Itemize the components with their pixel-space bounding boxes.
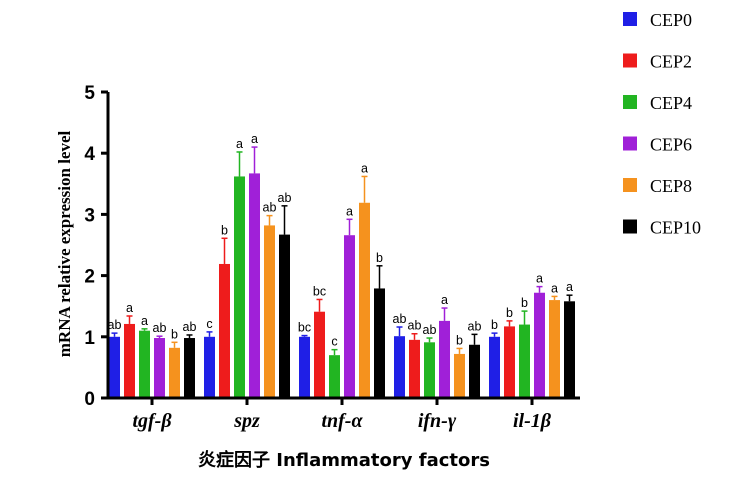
bar: [249, 173, 260, 398]
bar: [469, 344, 480, 398]
significance-label: ab: [263, 201, 277, 215]
significance-label: a: [566, 280, 573, 294]
legend-swatch: [623, 12, 637, 26]
y-tick-label: 2: [84, 267, 95, 288]
significance-label: b: [221, 223, 228, 237]
significance-label: c: [331, 335, 337, 349]
y-tick-label: 3: [84, 205, 95, 226]
legend-swatch: [623, 219, 637, 234]
legend-label: CEP8: [650, 176, 692, 196]
y-tick-label: 4: [84, 144, 95, 165]
significance-label: b: [171, 327, 178, 341]
bar: [344, 235, 355, 398]
significance-label: ab: [423, 323, 437, 337]
bar: [184, 338, 195, 398]
y-tick-label: 5: [84, 83, 95, 104]
y-axis-ticks: 0 1 2 3 4 5: [84, 83, 108, 410]
bar: [234, 176, 245, 398]
bar: [534, 292, 545, 398]
legend-label: CEP0: [650, 10, 692, 30]
significance-label: b: [521, 296, 528, 310]
significance-label: ab: [468, 319, 482, 333]
bar: [279, 234, 290, 398]
significance-label: bc: [313, 284, 326, 298]
bar: [549, 300, 560, 398]
bar: [374, 288, 385, 398]
legend-label: CEP10: [650, 218, 701, 238]
bar: [299, 336, 310, 398]
bar: [439, 320, 450, 398]
legend-label: CEP2: [650, 52, 692, 72]
significance-label: a: [441, 293, 448, 307]
bar: [564, 301, 575, 398]
significance-label: ab: [408, 319, 422, 333]
bar: [204, 336, 215, 398]
significance-label: ab: [278, 191, 292, 205]
bar: [409, 339, 420, 398]
significance-label: a: [236, 137, 243, 151]
bar: [424, 342, 435, 398]
x-tick-label: tnf-α: [321, 410, 363, 432]
significance-label: a: [346, 204, 353, 218]
bar: [264, 225, 275, 398]
x-tick-label: il-1β: [513, 410, 552, 432]
y-tick-label: 1: [84, 328, 95, 349]
bar: [314, 311, 325, 398]
legend-swatch: [623, 136, 637, 151]
significance-label: bc: [298, 321, 311, 335]
significance-label: a: [141, 314, 148, 328]
significance-label: a: [251, 132, 258, 146]
bar: [454, 353, 465, 398]
bar: [169, 347, 180, 398]
bar: [394, 336, 405, 398]
significance-label: ab: [393, 312, 407, 326]
legend-label: CEP4: [650, 93, 692, 113]
significance-label: a: [536, 272, 543, 286]
x-tick-label: spz: [233, 410, 260, 432]
significance-label: c: [206, 317, 212, 331]
legend-swatch: [623, 178, 637, 192]
significance-label: ab: [153, 321, 167, 335]
legend-swatch: [623, 53, 637, 68]
bar: [504, 326, 515, 398]
significance-label: b: [491, 318, 498, 332]
x-tick-label: ifn-γ: [418, 410, 457, 432]
bar: [139, 330, 150, 398]
legend: CEP0 CEP2 CEP4 CEP6 CEP8 CEP10: [623, 10, 701, 238]
bar: [329, 355, 340, 398]
y-tick-label: 0: [84, 389, 95, 410]
significance-label: ab: [183, 320, 197, 334]
bar: [489, 336, 500, 398]
significance-label: a: [361, 161, 368, 175]
legend-swatch: [623, 95, 637, 109]
bar: [219, 263, 230, 398]
significance-label: a: [126, 301, 133, 315]
significance-label: b: [506, 306, 513, 320]
x-axis-label: 炎症因子 Inflammatory factors: [198, 449, 490, 471]
x-tick-label: tgf-β: [132, 410, 172, 432]
bar: [109, 336, 120, 398]
significance-label: b: [456, 333, 463, 347]
x-axis-categories: tgf-β spz tnf-α ifn-γ il-1β: [132, 398, 552, 432]
significance-label: b: [376, 251, 383, 265]
y-axis-label: mRNA relative expression level: [55, 130, 74, 357]
bar: [154, 338, 165, 398]
significance-label: ab: [108, 318, 122, 332]
legend-label: CEP6: [650, 135, 692, 155]
bar: [359, 202, 370, 398]
significance-label: a: [551, 281, 558, 295]
bar: [124, 323, 135, 398]
bar: [519, 324, 530, 398]
